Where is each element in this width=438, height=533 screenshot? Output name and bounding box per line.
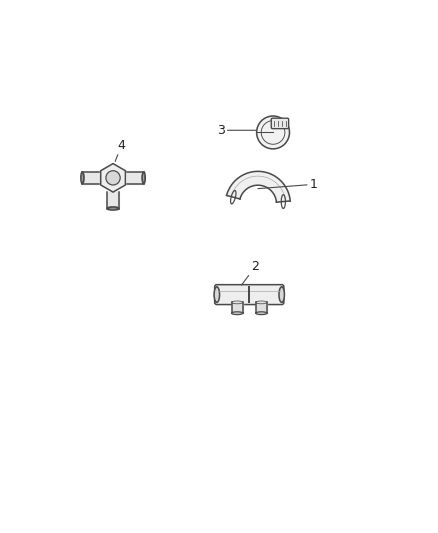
Ellipse shape: [107, 207, 119, 210]
Ellipse shape: [232, 312, 243, 314]
Polygon shape: [101, 164, 125, 192]
Text: 1: 1: [258, 178, 318, 191]
Text: 3: 3: [217, 124, 257, 137]
Ellipse shape: [279, 287, 284, 302]
Text: 2: 2: [241, 260, 259, 285]
Ellipse shape: [142, 172, 145, 184]
Text: 4: 4: [115, 139, 125, 161]
Circle shape: [257, 116, 290, 149]
FancyBboxPatch shape: [215, 285, 284, 304]
Polygon shape: [226, 172, 290, 202]
FancyBboxPatch shape: [271, 118, 289, 128]
Ellipse shape: [256, 312, 267, 314]
Ellipse shape: [214, 287, 219, 302]
Circle shape: [106, 171, 120, 185]
Ellipse shape: [81, 172, 84, 184]
